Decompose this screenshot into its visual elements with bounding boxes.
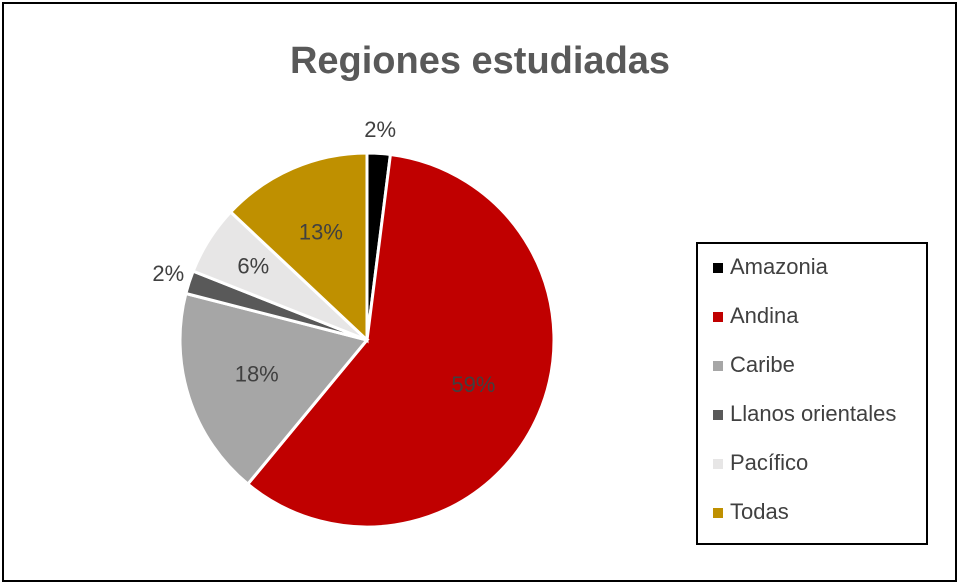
chart-title: Regiones estudiadas [290, 40, 670, 82]
legend-swatch [713, 263, 723, 273]
legend-swatch [713, 508, 723, 518]
legend-swatch [713, 312, 723, 322]
pie-slice [228, 151, 369, 344]
legend-label: Caribe [730, 352, 795, 377]
legend-swatch [713, 410, 723, 420]
legend-swatch [713, 361, 723, 371]
pie-slice [178, 291, 370, 487]
legend-swatch [713, 459, 723, 469]
legend-label: Pacífico [730, 450, 808, 475]
legend-label: Andina [730, 303, 799, 328]
data-label: 59% [451, 372, 495, 397]
legend-box [696, 242, 928, 545]
legend-label: Llanos orientales [730, 401, 896, 426]
legend-label: Todas [730, 499, 789, 524]
data-label: 13% [299, 219, 343, 244]
data-label: 18% [235, 362, 279, 387]
legend-label: Amazonia [730, 254, 829, 279]
data-label: 2% [364, 117, 396, 142]
data-label: 2% [152, 261, 184, 286]
pie-slice [245, 152, 556, 529]
data-label: 6% [237, 254, 269, 279]
